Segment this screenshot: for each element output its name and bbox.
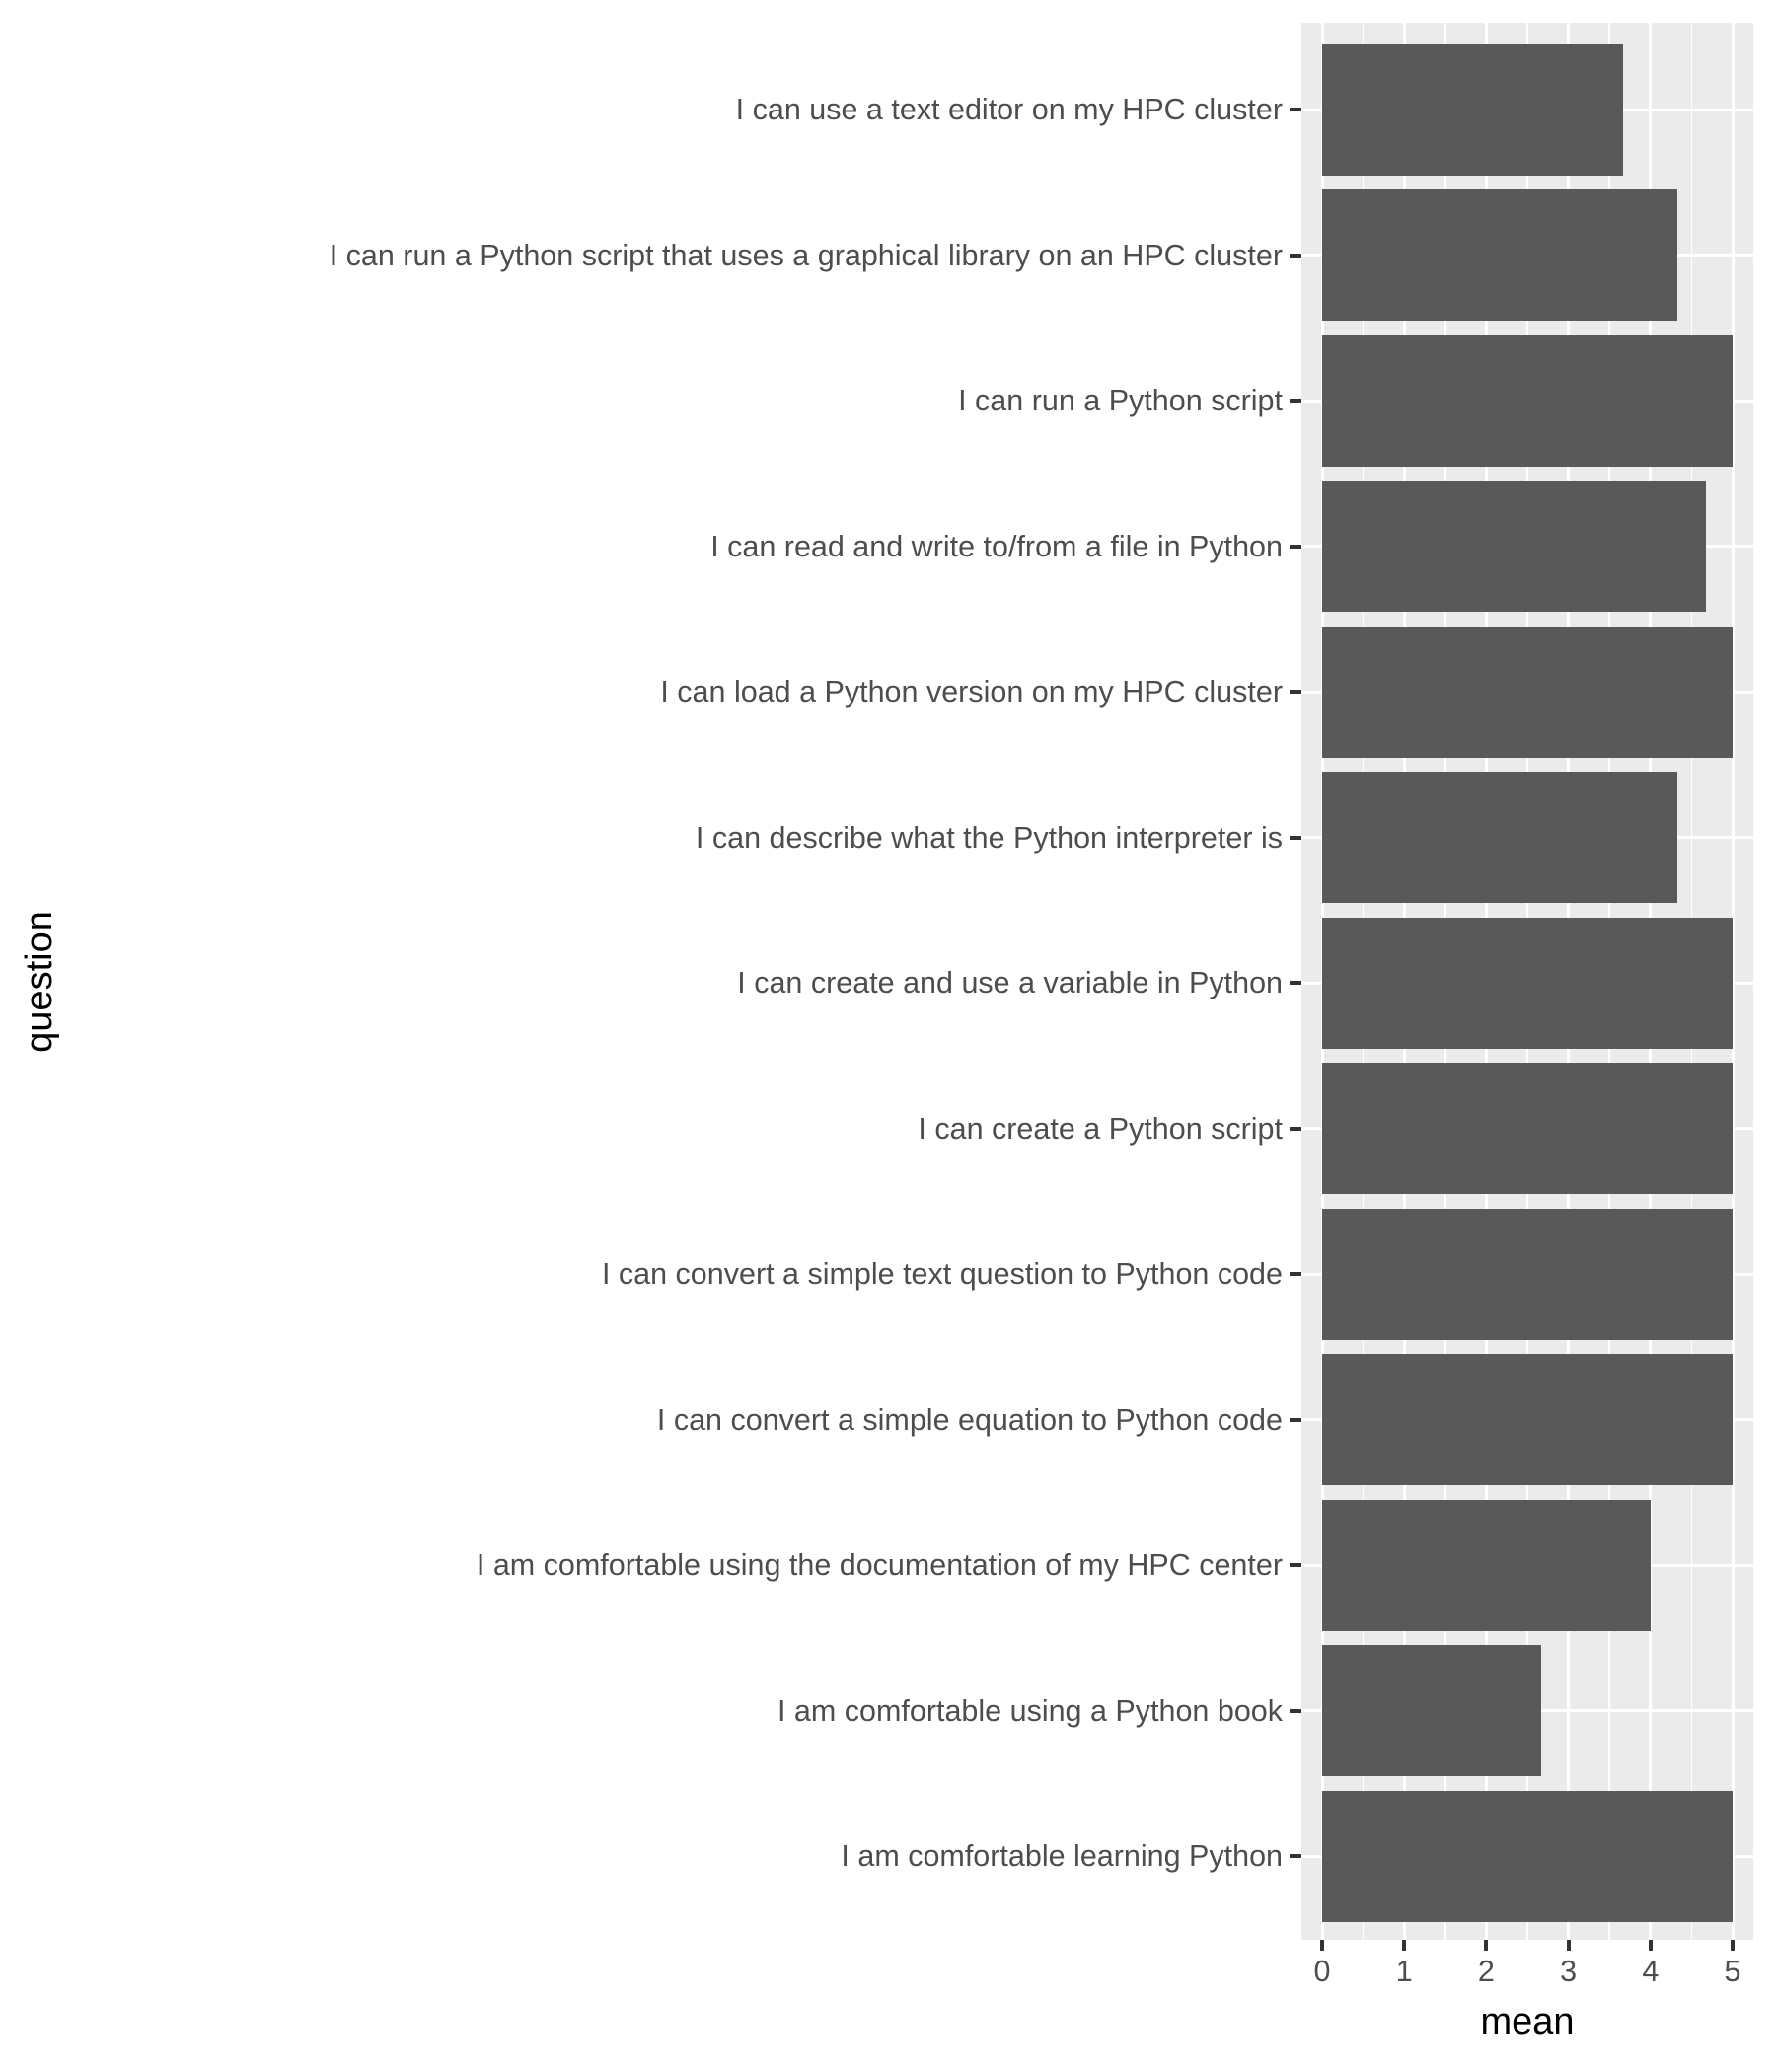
x-tick-mark	[1566, 1940, 1571, 1951]
y-tick-mark	[1290, 253, 1301, 258]
bar	[1322, 189, 1678, 321]
y-tick-mark	[1290, 399, 1301, 403]
x-tick-label: 2	[1477, 1955, 1495, 1988]
y-tick-label: I can run a Python script that uses a gr…	[329, 238, 1283, 272]
y-tick-label: I am comfortable using a Python book	[777, 1693, 1283, 1728]
y-tick-label: I am comfortable learning Python	[841, 1839, 1283, 1873]
y-tick-label: I can create and use a variable in Pytho…	[737, 966, 1283, 999]
y-tick-mark	[1290, 1854, 1301, 1858]
y-tick-label: I can describe what the Python interpret…	[695, 820, 1283, 854]
plot-panel	[1301, 23, 1753, 1940]
y-tick-mark	[1290, 108, 1301, 111]
y-tick-label: I am comfortable using the documentation…	[476, 1548, 1283, 1582]
y-tick-mark	[1290, 835, 1301, 840]
x-tick-mark	[1402, 1940, 1407, 1951]
bar	[1322, 1208, 1733, 1340]
y-tick-label: I can read and write to/from a file in P…	[710, 529, 1283, 563]
y-tick-label: I can create a Python script	[918, 1111, 1283, 1146]
bar	[1322, 334, 1733, 467]
bar	[1322, 626, 1733, 758]
y-tick-mark	[1290, 981, 1301, 985]
y-tick-mark	[1290, 690, 1301, 694]
x-axis-title: mean	[1480, 2001, 1575, 2042]
y-tick-mark	[1290, 1708, 1301, 1713]
x-tick-mark	[1484, 1940, 1489, 1951]
bar	[1322, 1354, 1733, 1485]
y-tick-label: I can convert a simple text question to …	[601, 1257, 1283, 1291]
y-axis-title: question	[19, 911, 60, 1053]
bar	[1322, 1645, 1542, 1776]
y-tick-mark	[1290, 1563, 1301, 1567]
x-tick-label: 5	[1724, 1955, 1741, 1988]
y-tick-label: I can run a Python script	[958, 384, 1283, 417]
bar	[1322, 1499, 1651, 1631]
x-tick-label: 4	[1642, 1955, 1660, 1988]
y-tick-mark	[1290, 544, 1301, 549]
bar	[1322, 1790, 1733, 1922]
bar	[1322, 1063, 1733, 1194]
bar	[1322, 917, 1733, 1049]
x-tick-mark	[1731, 1940, 1735, 1951]
y-tick-label: I can load a Python version on my HPC cl…	[660, 675, 1283, 708]
y-tick-mark	[1290, 1417, 1301, 1422]
x-tick-label: 1	[1395, 1955, 1413, 1988]
x-tick-label: 3	[1560, 1955, 1578, 1988]
x-tick-label: 0	[1313, 1955, 1331, 1988]
y-tick-mark	[1290, 1126, 1301, 1131]
bar	[1322, 772, 1678, 903]
y-tick-label: I can use a text editor on my HPC cluste…	[735, 93, 1283, 126]
y-tick-mark	[1290, 1272, 1301, 1276]
bar	[1322, 43, 1624, 176]
y-tick-label: I can convert a simple equation to Pytho…	[656, 1402, 1283, 1437]
bar	[1322, 481, 1706, 612]
x-tick-mark	[1648, 1940, 1653, 1951]
x-tick-mark	[1320, 1940, 1324, 1951]
